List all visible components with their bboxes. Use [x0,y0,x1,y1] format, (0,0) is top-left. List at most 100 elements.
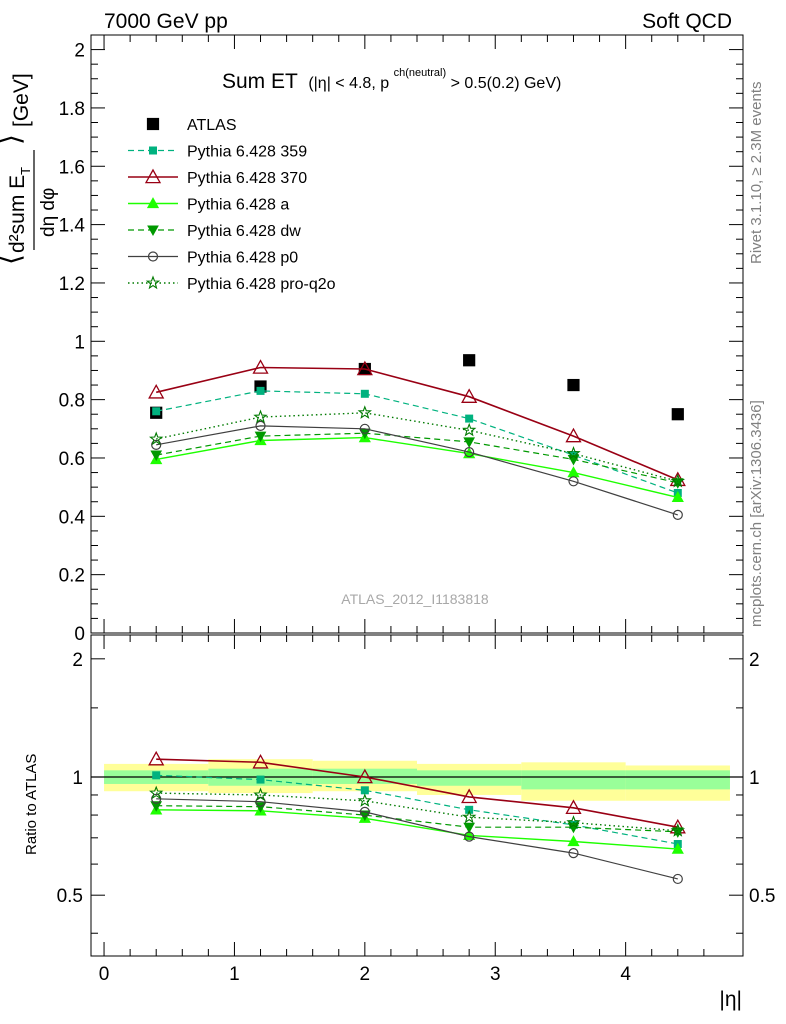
ratio-series-point [357,793,372,807]
plot-title: Sum ET (|η| < 4.8, p ch(neutral) > 0.5(0… [222,63,561,93]
main-ylabel: ⟨ d²sum ET dη dφ ⟩ [GeV] [0,73,59,265]
main-series-point [148,384,165,399]
legend-label: Pythia 6.428 370 [187,170,307,187]
legend-entry: Pythia 6.428 370 [128,168,307,187]
y-tick-label: 1.4 [59,216,86,237]
main-series-point [256,386,265,395]
main-series-line [156,436,678,499]
ratio-series-point [670,823,685,837]
title-tail: > 0.5(0.2) GeV) [451,75,562,92]
analysis-watermark: ATLAS_2012_I1183818 [341,591,489,607]
svg-text:⟨: ⟨ [0,254,26,265]
ylabel-denominator: dη dφ [38,188,59,237]
ratio-series-point [252,753,269,769]
ratio-y-tick-label-right: 2 [749,650,760,671]
y-tick-label: 0 [74,624,85,645]
ratio-y-tick-label-right: 0.5 [749,886,775,907]
main-series-point [253,409,268,424]
legend-entry: Pythia 6.428 pro-q2o [128,275,336,293]
title-main: Sum ET [222,70,298,93]
y-tick-label: 2 [74,41,85,62]
mcplots-label: mcplots.cern.ch [arXiv:1306.3436] [748,400,765,627]
ratio-y-tick-label: 1 [72,768,83,789]
legend-marker [146,197,160,209]
xlabel: |η| [719,988,742,1011]
ratio-series-point [150,801,163,812]
y-tick-label: 1 [74,332,85,353]
main-data-point [463,354,476,367]
y-tick-label: 0.8 [59,391,85,412]
legend-marker [144,168,162,184]
legend-label: ATLAS [187,117,237,134]
band-inner [625,770,730,790]
main-series-point [463,437,476,448]
rivet-label: Rivet 3.1.10, ≥ 2.3M events [748,82,765,265]
ratio-y-tick-label: 0.5 [57,886,83,907]
ratio-series-point [567,835,580,847]
main-series-point [360,389,369,398]
ratio-series-line [156,798,678,880]
main-series-point [151,439,162,450]
main-series-point [356,360,373,376]
main-series-point [252,359,269,374]
legend-entry: Pythia 6.428 a [128,197,289,214]
ratio-series-point [565,799,582,815]
legend-marker [147,225,159,237]
ratio-series-point [254,802,267,813]
main-axes: 0 0.2 0.4 0.6 0.8 1 1.2 1.4 1.6 1.8 2 [59,35,743,645]
x-tick-label: 3 [490,964,501,985]
ratio-series-point [359,806,370,817]
y-tick-label: 1.6 [59,157,85,178]
main-series-point [152,407,161,416]
x-tick-label: 1 [229,964,240,985]
ylabel-numerator: d²sum E [6,175,29,253]
y-tick-label: 1.2 [59,274,85,295]
ratio-series-line [156,805,678,833]
main-series-point [465,414,474,423]
x-tick-label: 0 [99,964,110,985]
ylabel-unit: [GeV] [10,73,33,127]
ratio-series-point [672,873,683,885]
ylabel-sub: T [18,167,33,175]
ratio-y-tick-label-right: 1 [749,768,760,789]
main-series-point [461,388,478,403]
main-series-point [568,476,579,487]
ratio-series-point [256,775,265,784]
main-series-6 [149,405,685,488]
ratio-series-line [156,792,678,832]
ratio-series-4 [151,793,683,885]
ratio-series-point [152,771,161,780]
ratio-series-point [462,809,477,824]
legend-marker [147,251,159,262]
ratio-series-point [566,815,581,829]
x-tick-label: 2 [360,964,371,985]
ratio-series-line [156,774,678,845]
ratio-series-line [156,758,678,828]
ratio-series-line [156,809,678,850]
legend-label: Pythia 6.428 p0 [187,250,298,267]
legend-label: Pythia 6.428 a [187,197,289,214]
ratio-ylabel: Ratio to ATLAS [23,754,40,855]
legend-label: Pythia 6.428 dw [187,223,301,240]
header-category: Soft QCD [642,10,732,33]
main-series-point [672,509,683,520]
legend-entry: Pythia 6.428 p0 [128,250,298,267]
main-data-point [567,378,580,392]
main-series-point [254,431,267,443]
main-series-point [359,423,370,434]
header-energy: 7000 GeV pp [104,10,228,33]
ratio-series-3 [150,801,684,838]
ratio-series-point [151,793,162,804]
band-inner [417,770,522,786]
main-series-line [156,432,678,484]
main-series-point [462,422,477,437]
main-series [148,354,686,520]
main-series-point [150,450,163,462]
ratio-series-point [356,768,373,784]
ratio-series-point [671,842,684,854]
band-inner [521,770,626,790]
x-tick-label: 4 [620,964,631,985]
ratio-series-point [360,786,369,795]
main-series-line [156,390,679,494]
ratio-y-tick-label: 2 [72,650,83,671]
